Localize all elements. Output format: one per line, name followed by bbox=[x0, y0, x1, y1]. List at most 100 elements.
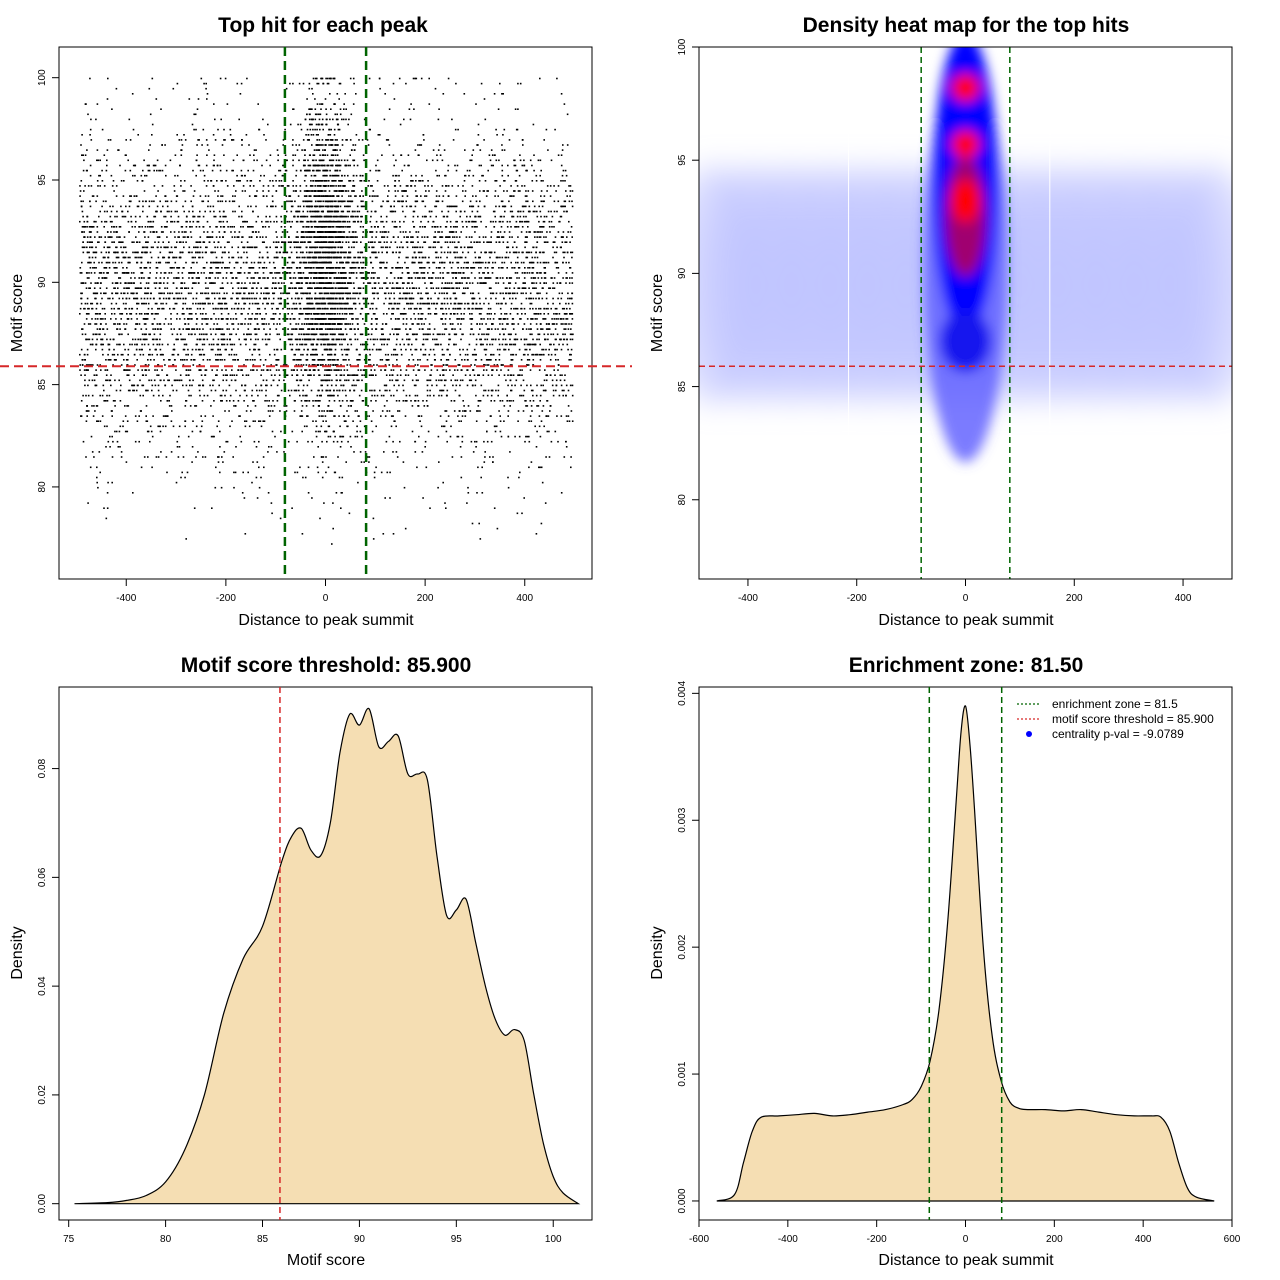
panel-scatter: Top hit for each peak -400 -200 0 200 400 80… bbox=[0, 14, 632, 629]
scatter-point bbox=[510, 374, 513, 376]
scatter-point bbox=[551, 384, 554, 387]
scatter-point bbox=[488, 261, 491, 264]
scatter-point bbox=[83, 159, 85, 162]
scatter-point bbox=[479, 538, 482, 540]
scatter-point bbox=[322, 164, 325, 167]
scatter-point bbox=[441, 348, 444, 351]
scatter-point bbox=[143, 456, 146, 458]
scatter-point bbox=[471, 267, 474, 269]
scatter-point bbox=[543, 200, 545, 203]
scatter-point bbox=[307, 466, 310, 469]
scatter-point bbox=[178, 446, 181, 448]
scatter-point bbox=[543, 195, 546, 197]
scatter-point bbox=[494, 195, 496, 197]
scatter-point bbox=[135, 236, 137, 238]
scatter-point bbox=[205, 164, 208, 167]
scatter-point bbox=[86, 415, 88, 417]
scatter-point bbox=[152, 328, 154, 330]
scatter-point bbox=[141, 251, 143, 254]
scatter-point bbox=[484, 451, 486, 453]
scatter-point bbox=[527, 251, 529, 254]
scatter-point bbox=[565, 277, 567, 279]
scatter-point bbox=[130, 200, 132, 203]
scatter-point bbox=[474, 364, 476, 366]
scatter-point bbox=[501, 169, 504, 172]
scatter-point bbox=[305, 292, 307, 295]
scatter-point bbox=[304, 394, 306, 397]
scatter-point bbox=[88, 272, 90, 274]
scatter-point bbox=[275, 307, 278, 310]
scatter-point bbox=[333, 190, 336, 192]
scatter-point bbox=[290, 282, 292, 284]
scatter-point bbox=[558, 343, 560, 346]
scatter-point bbox=[546, 190, 548, 192]
scatter-point bbox=[461, 256, 463, 259]
scatter-point bbox=[334, 369, 337, 371]
scatter-point bbox=[256, 236, 258, 238]
scatter-point bbox=[463, 287, 465, 289]
scatter-point bbox=[163, 215, 165, 218]
scatter-point bbox=[260, 476, 262, 479]
scatter-point bbox=[496, 369, 498, 371]
scatter-point bbox=[189, 220, 191, 223]
scatter-point bbox=[329, 241, 331, 243]
scatter-point bbox=[431, 185, 433, 187]
scatter-point bbox=[469, 410, 472, 412]
scatter-point bbox=[501, 343, 504, 346]
scatter-point bbox=[117, 307, 119, 310]
scatter-point bbox=[297, 282, 300, 284]
scatter-point bbox=[441, 425, 443, 428]
scatter-point bbox=[496, 348, 499, 351]
scatter-point bbox=[372, 251, 374, 254]
scatter-point bbox=[335, 159, 338, 162]
scatter-point bbox=[107, 139, 110, 141]
scatter-point bbox=[285, 405, 288, 407]
scatter-point bbox=[264, 338, 267, 341]
scatter-point bbox=[286, 307, 289, 310]
scatter-point bbox=[128, 297, 131, 300]
scatter-point bbox=[101, 180, 104, 182]
scatter-point bbox=[480, 251, 482, 254]
scatter-point bbox=[550, 353, 553, 356]
scatter-point bbox=[101, 348, 104, 351]
scatter-point bbox=[289, 123, 292, 126]
scatter-point bbox=[506, 287, 508, 289]
scatter-point bbox=[550, 210, 552, 213]
scatter-point bbox=[239, 272, 242, 274]
scatter-point bbox=[117, 446, 120, 448]
scatter-point bbox=[473, 374, 476, 376]
scatter-point bbox=[295, 241, 298, 243]
scatter-point bbox=[151, 389, 153, 392]
scatter-point bbox=[296, 369, 298, 371]
scatter-point bbox=[322, 456, 325, 458]
scatter-point bbox=[405, 394, 408, 397]
scatter-point bbox=[461, 379, 464, 382]
scatter-point bbox=[190, 313, 193, 315]
scatter-point bbox=[396, 338, 398, 341]
scatter-point bbox=[532, 389, 534, 392]
scatter-point bbox=[338, 323, 340, 325]
scatter-point bbox=[414, 440, 417, 443]
scatter-point bbox=[506, 277, 508, 279]
scatter-point bbox=[424, 369, 426, 371]
scatter-point bbox=[424, 348, 427, 351]
scatter-point bbox=[130, 307, 133, 310]
scatter-point bbox=[464, 190, 467, 192]
scatter-point bbox=[340, 277, 343, 279]
scatter-point bbox=[299, 277, 302, 279]
scatter-point bbox=[405, 267, 408, 269]
scatter-point bbox=[438, 144, 441, 146]
scatter-point bbox=[280, 430, 282, 433]
scatter-point bbox=[326, 154, 329, 156]
scatter-point bbox=[447, 185, 450, 187]
scatter-point bbox=[112, 364, 114, 366]
scatter-point bbox=[328, 313, 330, 315]
scatter-point bbox=[431, 277, 434, 279]
scatter-point bbox=[290, 210, 293, 213]
scatter-point bbox=[484, 118, 487, 121]
scatter-point bbox=[464, 174, 466, 177]
scatter-point bbox=[307, 226, 309, 228]
scatter-point bbox=[171, 410, 173, 412]
scatter-point bbox=[517, 210, 519, 213]
scatter-point bbox=[498, 220, 501, 223]
